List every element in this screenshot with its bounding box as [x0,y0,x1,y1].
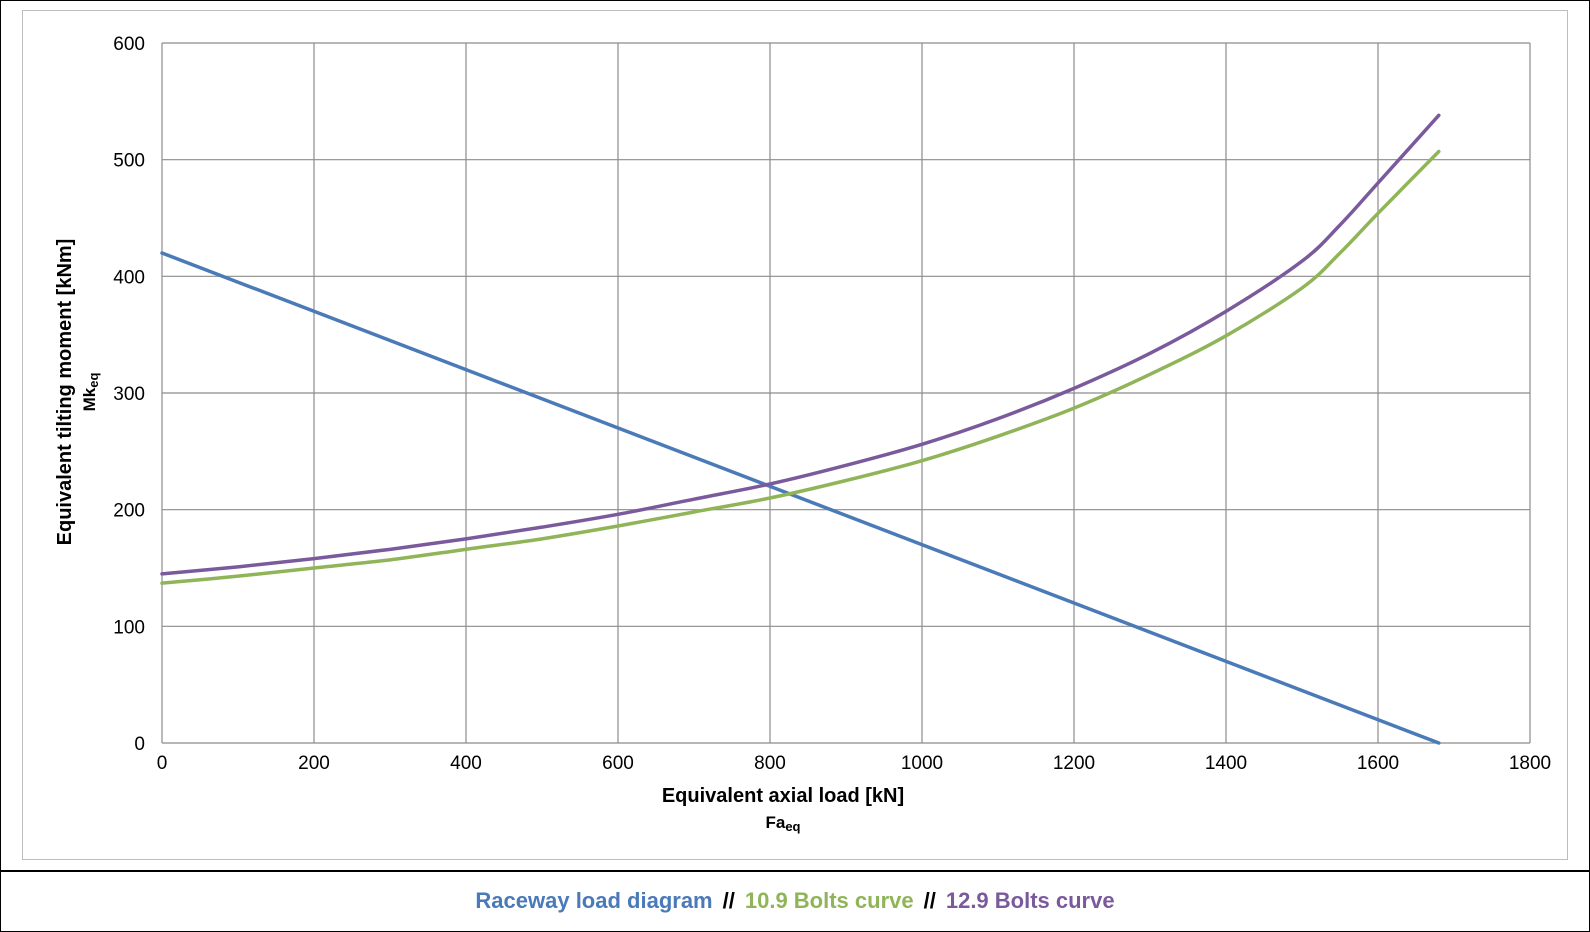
x-tick-label: 800 [754,753,786,774]
series-raceway-line [160,251,1441,745]
grid [161,42,1531,744]
legend-separator: // [923,888,936,913]
legend-divider [0,870,1590,872]
legend-raceway: Raceway load diagram [475,888,713,913]
series-lines [160,113,1441,745]
x-tick-label: 1800 [1509,753,1551,774]
legend-separator: // [722,888,735,913]
series-12-9-bolts-line [160,113,1441,576]
x-tick-label: 0 [157,753,168,774]
x-tick-label: 1400 [1205,753,1247,774]
y-tick-label: 100 [113,617,145,638]
y-tick-label: 500 [113,151,145,172]
y-tick-label: 300 [113,384,145,405]
y-tick-label: 0 [134,734,145,755]
plot-panel [22,10,1568,860]
tick-labels: 0 200 400 600 800 1000 1200 1400 1600 1800 0 100 200… [113,34,1551,774]
x-tick-label: 1600 [1357,753,1399,774]
chart: 0 200 400 600 800 1000 1200 1400 1600 1800 0 100 200… [54,34,1551,834]
y-tick-label: 400 [113,267,145,288]
x-tick-label: 1000 [901,753,943,774]
series-10-9-bolts-line [160,149,1441,585]
y-axis-label: Equivalent tilting moment [kNm] [54,239,76,546]
x-tick-label: 600 [602,753,634,774]
x-tick-label: 200 [298,753,330,774]
x-axis-label: Equivalent axial load [kN] [662,785,904,807]
legend-10-9-bolts: 10.9 Bolts curve [744,888,914,913]
legend-12-9-bolts: 12.9 Bolts curve [945,888,1115,913]
legend: Raceway load diagram // 10.9 Bolts curve //… [0,888,1590,914]
x-tick-label: 400 [450,753,482,774]
x-tick-label: 1200 [1053,753,1095,774]
y-axis-sublabel: Mkeq [80,373,101,412]
y-tick-label: 600 [113,34,145,55]
y-tick-label: 200 [113,501,145,522]
x-axis-sublabel: Faeq [765,813,800,834]
